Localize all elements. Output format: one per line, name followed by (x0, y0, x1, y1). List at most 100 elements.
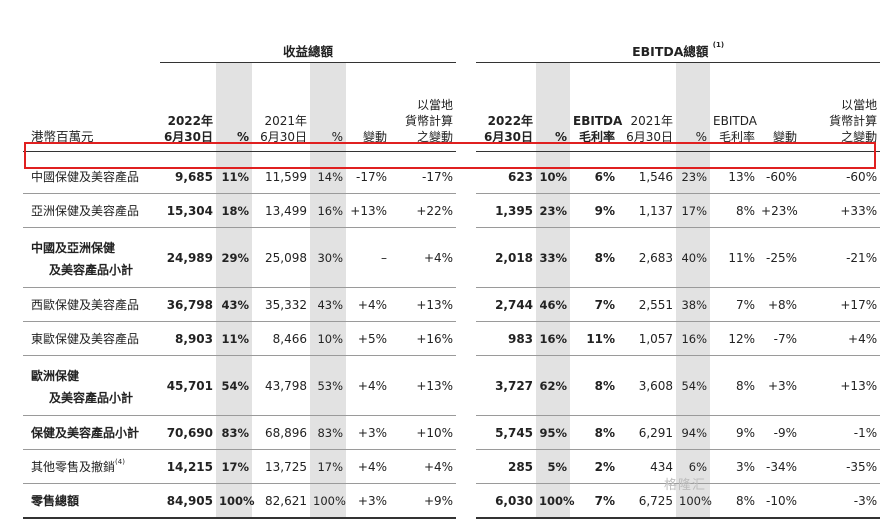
col-eb-margin: EBITDA 毛利率 (570, 62, 622, 152)
table-cell: -9% (758, 415, 801, 450)
financial-table: 收益總額 EBITDA總額 (1) 港幣百萬元 2022年 6月30日 % 202… (23, 38, 881, 519)
column-header-row: 港幣百萬元 2022年 6月30日 % 2021年 6月30日 % 變動 以當地 貨幣… (23, 62, 881, 152)
table-cell: +4% (800, 321, 881, 356)
table-cell: 5,745 (476, 415, 537, 450)
col-rev-2022: 2022年 6月30日 (160, 62, 216, 152)
table-cell: 16% (676, 321, 711, 356)
table-cell: +13% (346, 193, 390, 228)
row-label: 西歐保健及美容產品 (23, 287, 160, 322)
row-label: 保健及美容產品小計 (23, 415, 160, 450)
table-cell: +4% (346, 449, 390, 484)
table-cell: 10% (310, 321, 346, 356)
table-cell: 983 (476, 321, 537, 356)
table-row: 東歐保健及美容產品 8,903 11% 8,466 10% +5% +16% 983 16% 11… (23, 321, 881, 356)
table-cell: 16% (536, 321, 571, 356)
table-cell: 2,018 (476, 227, 537, 288)
table-cell: 70,690 (160, 415, 216, 450)
table-cell: 3,608 (618, 355, 677, 416)
table-cell: 8% (570, 227, 619, 288)
table-cell: 83% (216, 415, 252, 450)
table-cell: 53% (310, 355, 346, 416)
table-cell: -10% (758, 483, 801, 519)
table-cell: 6% (676, 449, 711, 484)
table-cell: -35% (800, 449, 881, 484)
table-cell: +17% (800, 287, 881, 322)
table-cell: 84,905 (160, 483, 216, 519)
table-cell: 62% (536, 355, 571, 416)
table-row: 中國及亞洲保健 及美容產品小計 24,989 29% 25,098 30% – +4% 2,01… (23, 227, 881, 288)
table-cell: 13,725 (252, 449, 310, 484)
row-label: 中國保健及美容產品 (23, 160, 160, 194)
table-cell: -60% (800, 160, 881, 194)
table-cell: 8% (710, 483, 759, 519)
col-rev-pct-2021: % (310, 62, 346, 152)
table-cell: +13% (800, 355, 881, 416)
table-cell: 43,798 (252, 355, 310, 416)
table-cell: 16% (310, 193, 346, 228)
table-cell: +13% (390, 287, 457, 322)
table-cell: 12% (710, 321, 759, 356)
table-cell: 45,701 (160, 355, 216, 416)
table-cell: 8% (710, 355, 759, 416)
table-cell: 68,896 (252, 415, 310, 450)
col-eb-2021: 2021年 6月30日 (618, 62, 677, 152)
table-row: 歐洲保健 及美容產品小計 45,701 54% 43,798 53% +4% +13% 3,72… (23, 355, 881, 416)
table-cell: -1% (800, 415, 881, 450)
table-cell: 8% (570, 415, 619, 450)
col-rev-lc-change: 以當地 貨幣計算 之變動 (390, 62, 457, 152)
table-cell: 11% (570, 321, 619, 356)
table-cell: 43% (216, 287, 252, 322)
table-cell: 2,551 (618, 287, 677, 322)
table-cell: 33% (536, 227, 571, 288)
table-cell: 17% (310, 449, 346, 484)
row-label: 其他零售及撤銷(4) (23, 449, 160, 484)
table-cell: -17% (390, 160, 457, 194)
table-cell: 6% (570, 160, 619, 194)
table-row: 亞洲保健及美容產品 15,304 18% 13,499 16% +13% +22% 1,395… (23, 193, 881, 228)
table-cell: 13% (710, 160, 759, 194)
table-cell: 7% (570, 483, 619, 519)
table-cell: -60% (758, 160, 801, 194)
table-cell: 9,685 (160, 160, 216, 194)
table-cell: 11% (710, 227, 759, 288)
table-cell: 1,057 (618, 321, 677, 356)
table-cell: 17% (216, 449, 252, 484)
table-cell: 1,137 (618, 193, 677, 228)
table-row: 中國保健及美容產品 9,685 11% 11,599 14% -17% -17% 623 10%… (23, 160, 881, 194)
col-rev-2021: 2021年 6月30日 (252, 62, 310, 152)
row-label-header: 港幣百萬元 (23, 62, 160, 152)
watermark: 格隆汇 (664, 478, 707, 493)
table-cell: +13% (390, 355, 457, 416)
table-cell: 83% (310, 415, 346, 450)
row-label: 歐洲保健 及美容產品小計 (23, 355, 160, 416)
row-label: 零售總額 (23, 483, 160, 519)
col-eb-change: 變動 (758, 62, 801, 152)
table-cell: -3% (800, 483, 881, 519)
table-cell: 3% (710, 449, 759, 484)
table-cell: 7% (570, 287, 619, 322)
table-cell: 8,466 (252, 321, 310, 356)
table-row: 保健及美容產品小計 70,690 83% 68,896 83% +3% +10% 5,745 9… (23, 415, 881, 450)
table-cell: 17% (676, 193, 711, 228)
table-cell: 82,621 (252, 483, 310, 519)
table-cell: -7% (758, 321, 801, 356)
table-cell: -21% (800, 227, 881, 288)
col-rev-pct: % (216, 62, 252, 152)
table-cell: -34% (758, 449, 801, 484)
table-cell: +4% (346, 355, 390, 416)
table-cell: 11% (216, 321, 252, 356)
table-cell: 7% (710, 287, 759, 322)
table-cell: +10% (390, 415, 457, 450)
ebitda-footnote: (1) (712, 40, 725, 49)
table-cell: 35,332 (252, 287, 310, 322)
spacer-row (23, 151, 880, 160)
col-eb-margin-2021: EBITDA 毛利率 (710, 62, 759, 152)
table-cell: 10% (536, 160, 571, 194)
table-cell: 11,599 (252, 160, 310, 194)
table-cell: +5% (346, 321, 390, 356)
table-cell: 23% (536, 193, 571, 228)
table-cell: -25% (758, 227, 801, 288)
table-row: 零售總額 84,905 100% 82,621 100% +3% +9% 6,030 100% 7… (23, 483, 881, 519)
table-cell: +8% (758, 287, 801, 322)
group-header-row: 收益總額 EBITDA總額 (1) (23, 38, 881, 63)
